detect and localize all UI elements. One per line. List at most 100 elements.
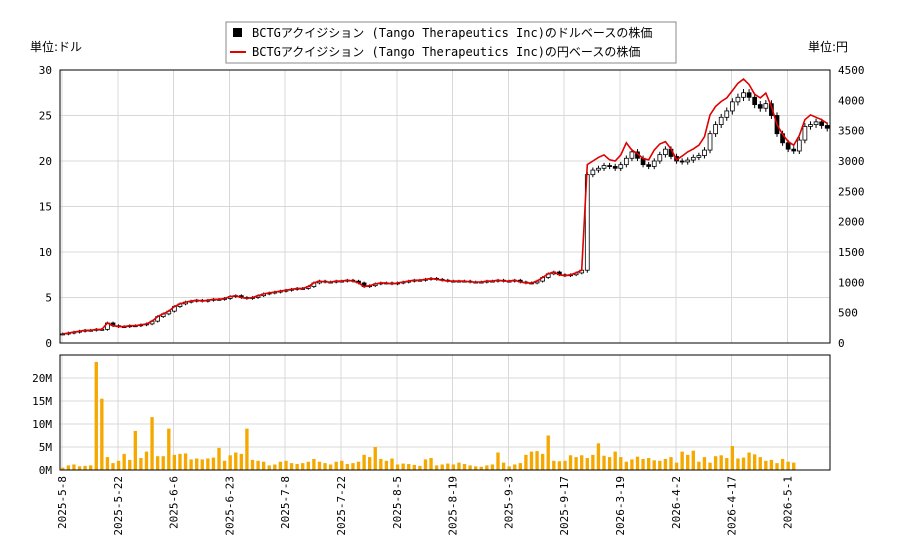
right-tick-label: 1000 — [838, 276, 865, 289]
candlesticks — [60, 88, 830, 336]
volume-bar — [111, 463, 115, 470]
axes: 0 5 10 15 20 25 30 0 500 1000 1500 2000 2500 3000 3500… — [32, 64, 864, 536]
candle-body — [735, 96, 741, 103]
volume-bar — [150, 417, 154, 470]
volume-bar — [317, 461, 322, 470]
volume-bar — [792, 462, 796, 470]
left-tick-label: 20 — [39, 155, 52, 168]
volume-plot-frame — [59, 354, 831, 471]
volume-bar — [552, 460, 556, 470]
left-tick-label: 10 — [39, 246, 52, 259]
volume-bar — [697, 461, 701, 470]
volume-bar — [261, 461, 266, 470]
volume-tick-label: 5M — [39, 441, 53, 454]
candle-body — [612, 166, 618, 169]
volume-bar — [161, 456, 165, 470]
volume-bar — [278, 461, 283, 470]
volume-bar — [105, 457, 110, 470]
volume-bar — [490, 464, 495, 470]
volume-bar — [568, 455, 573, 470]
candle-body — [657, 154, 663, 162]
volume-bar — [730, 446, 735, 470]
volume-bar — [407, 464, 411, 470]
candle-body — [796, 139, 802, 152]
volume-bar — [434, 465, 439, 470]
volume-bar — [340, 460, 344, 470]
x-tick-label: 2025-6-23 — [223, 476, 236, 536]
right-tick-label: 2500 — [838, 185, 865, 198]
volume-bar — [507, 466, 511, 470]
x-tick-label: 2025-9-17 — [558, 476, 571, 536]
right-tick-label: 3500 — [838, 125, 865, 138]
volume-bar — [351, 463, 355, 470]
volume-bar — [122, 453, 126, 470]
x-tick-label: 2026-3-19 — [614, 476, 627, 536]
volume-bar — [116, 460, 121, 470]
volume-bar — [708, 462, 712, 470]
volume-bar — [345, 464, 350, 470]
volume-bar — [89, 465, 93, 470]
right-tick-label: 2000 — [838, 216, 865, 229]
candle-body — [769, 103, 774, 116]
volume-bar — [658, 460, 662, 470]
right-tick-label: 1500 — [838, 246, 865, 259]
candle-body — [690, 156, 696, 161]
x-tick-label: 2025-6-6 — [168, 476, 181, 529]
volume-bar — [72, 464, 76, 470]
volume-bar — [518, 463, 522, 470]
candle-body — [702, 149, 707, 156]
volume-tick-label: 15M — [32, 395, 52, 408]
volume-bar — [228, 455, 232, 470]
volume-bar — [513, 464, 517, 470]
yen-line-layer — [62, 78, 828, 335]
volume-bar — [524, 454, 528, 470]
volume-bar — [686, 454, 690, 470]
volume-bar — [446, 463, 450, 470]
candle-body — [763, 103, 769, 109]
volume-bar — [206, 458, 210, 470]
candle-body — [730, 101, 735, 112]
volume-bar — [423, 459, 428, 470]
x-tick-label: 2026-5-1 — [781, 476, 794, 529]
volume-bar — [211, 457, 216, 470]
volume-bar — [479, 466, 483, 470]
volume-bar — [574, 457, 578, 470]
volume-bar — [546, 435, 550, 470]
candle-body — [629, 151, 635, 159]
volume-bar — [563, 460, 567, 470]
volume-bar — [769, 459, 774, 470]
candle-body — [646, 164, 652, 167]
candle-body — [802, 126, 808, 141]
volume-bar — [529, 451, 534, 470]
left-tick-label: 25 — [39, 110, 52, 123]
volume-bar — [596, 443, 601, 470]
volume-bar — [178, 453, 182, 470]
legend: BCTGアクイジション (Tango Therapeutics Inc)のドルベ… — [225, 21, 677, 64]
volume-bar — [680, 451, 684, 470]
volume-bar — [412, 464, 416, 470]
volume-bar — [384, 460, 389, 470]
candle-body — [741, 92, 746, 98]
volume-bar — [195, 458, 199, 470]
volume-bar — [189, 459, 193, 470]
volume-bar — [245, 428, 249, 470]
volume-bar — [273, 464, 277, 470]
volume-bar — [356, 461, 361, 470]
volume-bar — [451, 464, 456, 470]
x-tick-label: 2025-7-22 — [335, 476, 348, 536]
candle-body — [819, 121, 824, 126]
volume-bar — [301, 463, 305, 470]
candle-body — [808, 124, 813, 127]
volume-bar — [747, 452, 751, 470]
volume-bar — [535, 451, 539, 470]
volume-bar — [100, 398, 104, 470]
volume-bar — [741, 457, 746, 470]
volume-bar — [94, 361, 98, 470]
volume-bar — [334, 461, 338, 470]
volume-tick-label: 20M — [32, 372, 52, 385]
volume-bar — [217, 447, 221, 470]
volume-bar — [167, 428, 171, 470]
volume-bar — [401, 463, 405, 470]
volume-bar — [368, 457, 372, 470]
left-unit-label: 単位:ドル — [30, 39, 82, 54]
